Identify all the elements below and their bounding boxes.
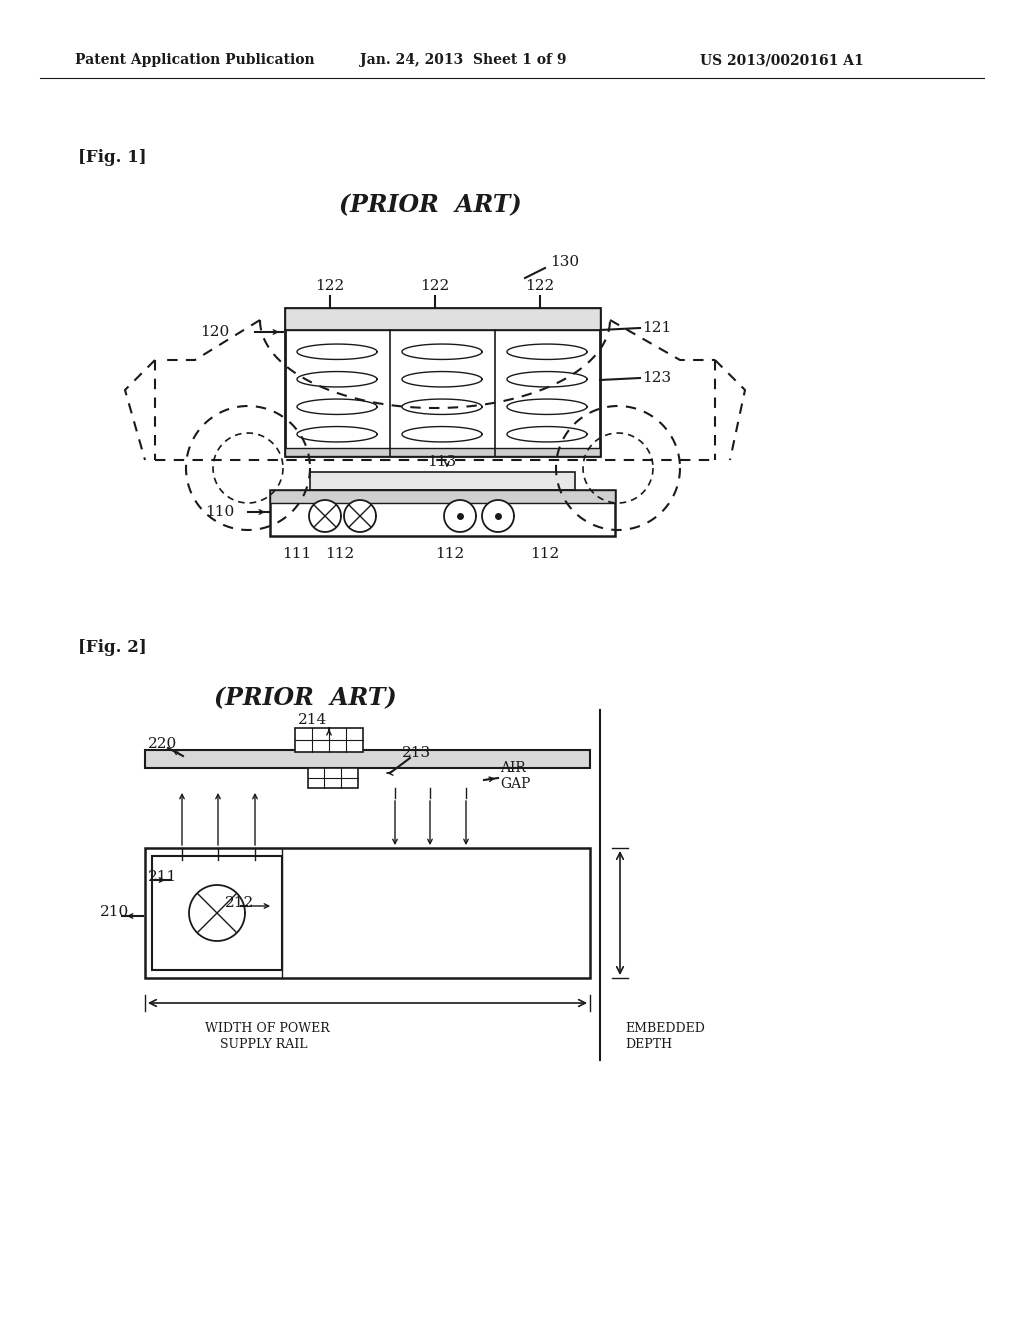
Text: 210: 210 (100, 906, 129, 919)
Text: DEPTH: DEPTH (625, 1038, 672, 1051)
Circle shape (344, 500, 376, 532)
Text: 212: 212 (225, 896, 254, 909)
Text: 220: 220 (148, 737, 177, 751)
Text: EMBEDDED: EMBEDDED (625, 1022, 705, 1035)
Text: 112: 112 (325, 546, 354, 561)
Text: 122: 122 (420, 279, 450, 293)
Text: Jan. 24, 2013  Sheet 1 of 9: Jan. 24, 2013 Sheet 1 of 9 (360, 53, 566, 67)
Circle shape (444, 500, 476, 532)
Circle shape (309, 500, 341, 532)
Text: GAP: GAP (500, 777, 530, 791)
Text: US 2013/0020161 A1: US 2013/0020161 A1 (700, 53, 864, 67)
Text: Patent Application Publication: Patent Application Publication (75, 53, 314, 67)
Text: 113: 113 (427, 455, 456, 469)
Text: [Fig. 2]: [Fig. 2] (78, 639, 146, 656)
Text: [Fig. 1]: [Fig. 1] (78, 149, 146, 166)
Text: (PRIOR  ART): (PRIOR ART) (214, 686, 396, 710)
Circle shape (482, 500, 514, 532)
Text: 120: 120 (200, 325, 229, 339)
Text: 112: 112 (435, 546, 464, 561)
Bar (285, 308, 600, 455)
Text: SUPPLY RAIL: SUPPLY RAIL (220, 1038, 307, 1051)
Bar (145, 847, 590, 978)
Text: WIDTH OF POWER: WIDTH OF POWER (205, 1022, 330, 1035)
Text: 110: 110 (205, 506, 234, 519)
Bar (270, 490, 615, 503)
Bar (152, 855, 282, 970)
Text: 130: 130 (550, 255, 580, 269)
Bar (270, 490, 615, 536)
Text: 111: 111 (282, 546, 311, 561)
Text: (PRIOR  ART): (PRIOR ART) (339, 193, 521, 216)
Bar (310, 473, 575, 490)
Text: 214: 214 (298, 713, 328, 727)
Bar (285, 308, 600, 330)
Bar (285, 447, 600, 455)
Bar (308, 768, 358, 788)
Text: 211: 211 (148, 870, 177, 884)
Bar (145, 750, 590, 768)
Bar (295, 729, 362, 752)
Text: 122: 122 (315, 279, 344, 293)
Text: AIR: AIR (500, 762, 525, 775)
Text: 121: 121 (642, 321, 672, 335)
Text: 112: 112 (530, 546, 559, 561)
Text: 122: 122 (525, 279, 554, 293)
Text: 213: 213 (402, 746, 431, 760)
Circle shape (189, 884, 245, 941)
Text: 123: 123 (642, 371, 671, 385)
